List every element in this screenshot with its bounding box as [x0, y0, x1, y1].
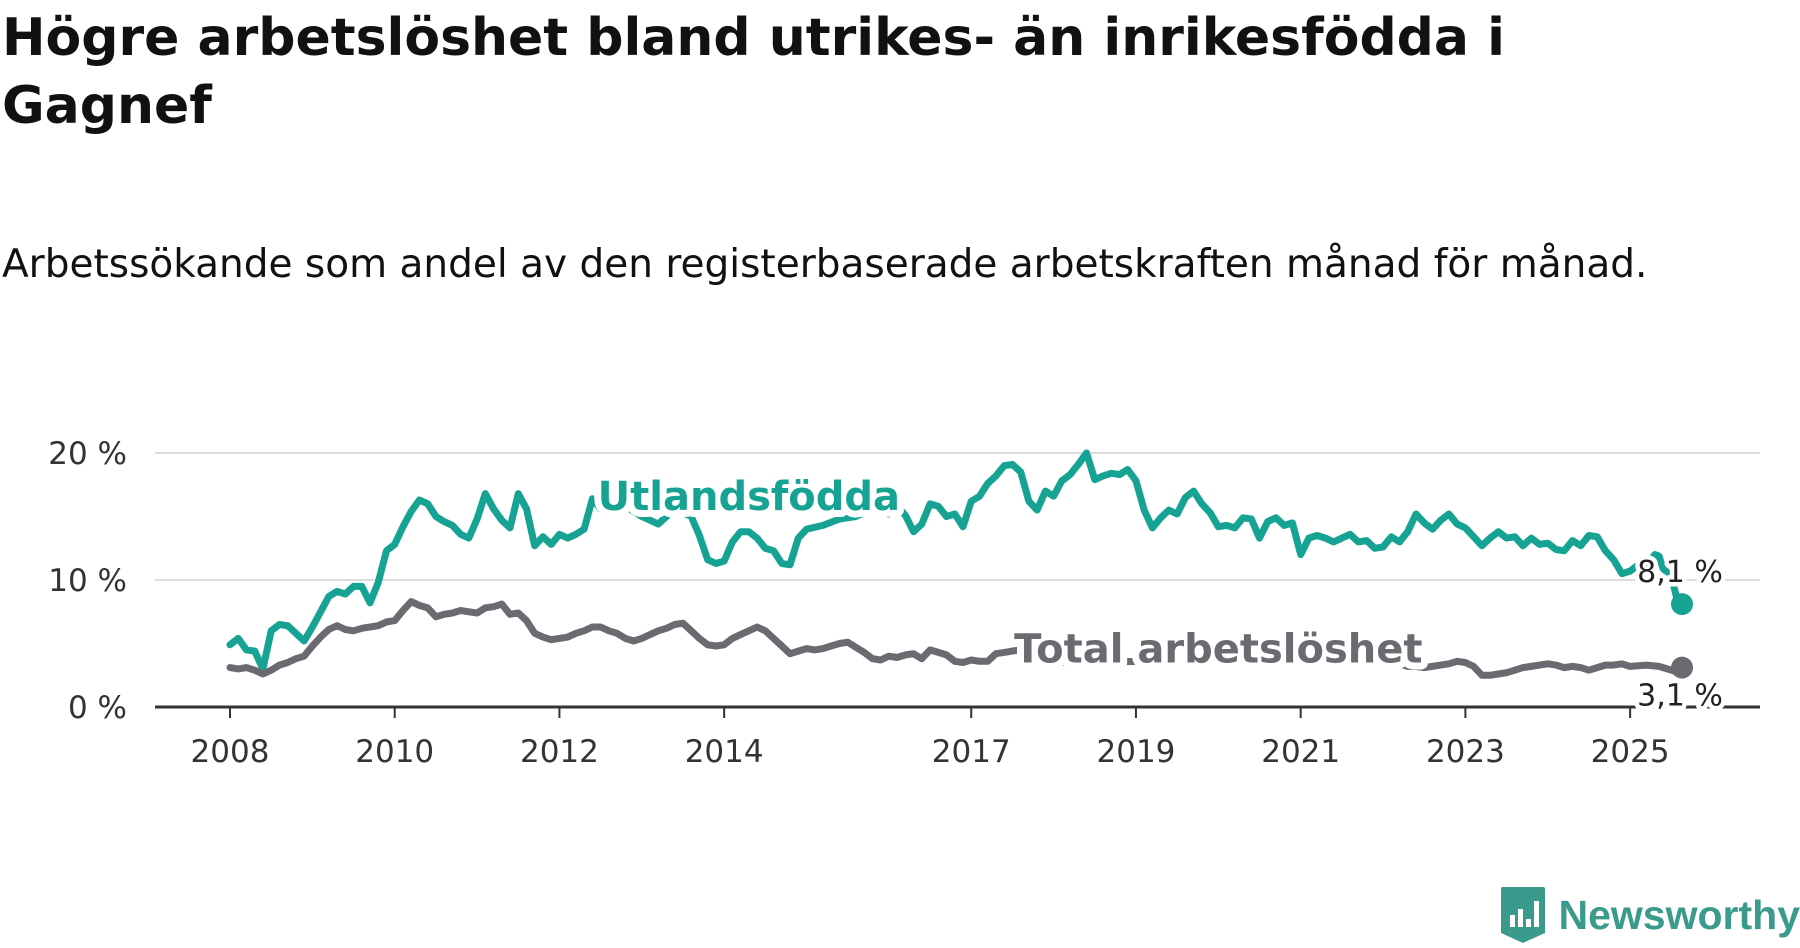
chart-subtitle: Arbetssökande som andel av den registerb…: [2, 242, 1648, 287]
y-tick-label: 0 %: [68, 690, 127, 726]
series-line-utlandsfodda: [226, 449, 1686, 673]
end-point-marker: [1671, 656, 1693, 679]
x-tick-label: 2025: [1591, 734, 1670, 770]
chart-title: Högre arbetslöshet bland utrikes- än inr…: [2, 8, 1505, 136]
end-point-marker: [1671, 593, 1693, 616]
x-tick-label: 2010: [355, 734, 434, 770]
x-tick-label: 2023: [1426, 734, 1505, 770]
y-tick-label: 20 %: [48, 436, 127, 472]
series-line-total: [226, 598, 1686, 679]
brand-name: Newsworthy: [1558, 891, 1800, 938]
series-label: Total arbetslöshet: [1014, 627, 1422, 673]
x-tick-label: 2014: [685, 734, 764, 770]
x-tick-label: 2017: [932, 734, 1011, 770]
end-value-label: 3,1 %: [1637, 679, 1723, 714]
brand-logo: Newsworthy: [1499, 886, 1800, 944]
y-tick-label: 10 %: [48, 563, 127, 599]
x-tick-label: 2021: [1261, 734, 1340, 770]
x-tick-label: 2019: [1097, 734, 1176, 770]
newsworthy-logo-icon: [1500, 887, 1545, 943]
x-tick-label: 2012: [520, 734, 599, 770]
x-tick-label: 2008: [191, 734, 270, 770]
end-value-label: 8,1 %: [1637, 555, 1723, 590]
series-label: Utlandsfödda: [598, 474, 900, 520]
